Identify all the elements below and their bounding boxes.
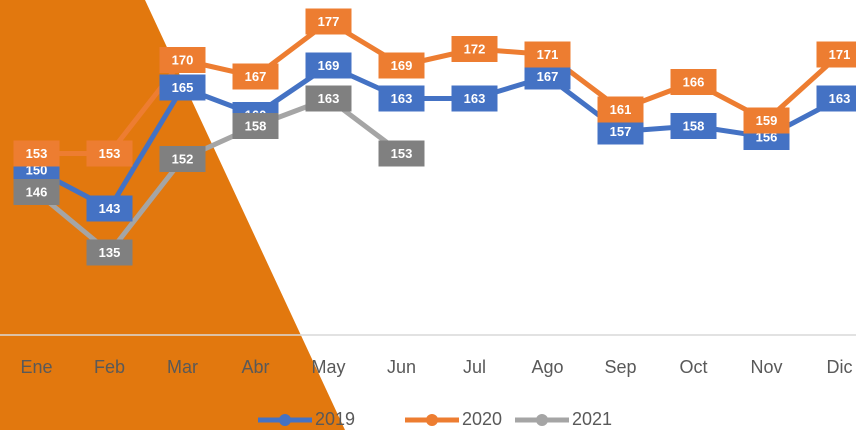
data-label-box xyxy=(232,113,279,139)
data-label: 171 xyxy=(537,47,559,62)
x-tick-label: Sep xyxy=(604,357,636,377)
data-label-box xyxy=(13,179,60,205)
data-label: 163 xyxy=(829,91,851,106)
x-tick-label: Mar xyxy=(167,357,198,377)
x-tick-label: Dic xyxy=(827,357,853,377)
data-label-box xyxy=(305,85,352,112)
data-label: 152 xyxy=(172,151,194,166)
data-label-box xyxy=(86,195,133,222)
legend-label: 2021 xyxy=(572,409,612,429)
data-label: 170 xyxy=(172,52,194,67)
data-label: 146 xyxy=(26,184,48,199)
data-label-box xyxy=(13,140,60,167)
data-label: 153 xyxy=(391,146,413,161)
x-tick-label: Ene xyxy=(20,357,52,377)
data-label-box xyxy=(305,52,352,79)
x-tick-label: Feb xyxy=(94,357,125,377)
x-tick-label: Nov xyxy=(750,357,782,377)
data-label: 166 xyxy=(683,74,705,89)
data-label: 143 xyxy=(99,201,121,216)
data-label: 172 xyxy=(464,41,486,56)
data-label: 167 xyxy=(537,69,559,84)
legend-label: 2019 xyxy=(315,409,355,429)
data-label-box xyxy=(670,113,717,139)
data-label: 163 xyxy=(464,91,486,106)
data-label: 169 xyxy=(318,58,340,73)
background-shape xyxy=(0,0,345,430)
data-label: 163 xyxy=(391,91,413,106)
legend-marker xyxy=(279,414,291,426)
legend-marker xyxy=(426,414,438,426)
data-label-box xyxy=(451,85,498,112)
data-label: 159 xyxy=(756,113,778,128)
data-label-box xyxy=(159,146,206,172)
data-label: 153 xyxy=(26,146,48,161)
legend-label: 2020 xyxy=(462,409,502,429)
data-label-box xyxy=(159,47,206,73)
legend-marker xyxy=(536,414,548,426)
data-label: 158 xyxy=(683,118,705,133)
data-label: 161 xyxy=(610,102,632,117)
x-tick-label: Jul xyxy=(463,357,486,377)
data-label: 171 xyxy=(829,47,851,62)
data-label: 158 xyxy=(245,118,267,133)
x-tick-label: Oct xyxy=(679,357,707,377)
data-label-box xyxy=(597,118,644,145)
data-label-box xyxy=(816,85,856,112)
data-label-box xyxy=(86,140,133,167)
data-label: 165 xyxy=(172,80,194,95)
data-label-box xyxy=(597,96,644,123)
data-label-box xyxy=(670,69,717,95)
data-label: 163 xyxy=(318,91,340,106)
data-label-box xyxy=(86,239,133,266)
data-label: 153 xyxy=(99,146,121,161)
data-label: 169 xyxy=(391,58,413,73)
data-label: 177 xyxy=(318,14,340,29)
data-label-box xyxy=(524,41,571,68)
data-label-box xyxy=(816,41,856,68)
data-label-box xyxy=(159,74,206,101)
data-label: 167 xyxy=(245,69,267,84)
data-label-box xyxy=(378,85,425,112)
data-label-box xyxy=(378,140,425,167)
data-label-box xyxy=(378,52,425,79)
x-tick-label: Abr xyxy=(241,357,269,377)
data-label: 157 xyxy=(610,124,632,139)
data-label-box xyxy=(451,36,498,62)
data-label: 135 xyxy=(99,245,121,260)
x-tick-label: Ago xyxy=(531,357,563,377)
data-label-box xyxy=(232,63,279,90)
data-label-box xyxy=(743,107,790,134)
x-tick-label: May xyxy=(311,357,345,377)
data-label-box xyxy=(524,63,571,90)
data-label-box xyxy=(305,8,352,35)
x-tick-label: Jun xyxy=(387,357,416,377)
